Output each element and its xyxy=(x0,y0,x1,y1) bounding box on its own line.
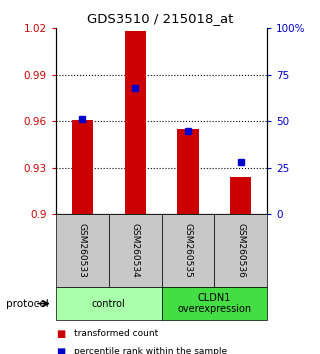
Text: GSM260534: GSM260534 xyxy=(131,223,140,278)
Text: GSM260533: GSM260533 xyxy=(78,223,87,278)
Text: ■: ■ xyxy=(56,347,65,354)
Bar xyxy=(230,177,252,214)
Bar xyxy=(125,32,146,214)
Text: GSM260535: GSM260535 xyxy=(183,223,193,278)
Text: ■: ■ xyxy=(56,329,65,339)
Text: control: control xyxy=(92,298,126,309)
Text: percentile rank within the sample: percentile rank within the sample xyxy=(74,347,227,354)
Text: CLDN1
overexpression: CLDN1 overexpression xyxy=(177,293,252,314)
Text: protocol: protocol xyxy=(6,298,49,309)
Text: GDS3510 / 215018_at: GDS3510 / 215018_at xyxy=(87,12,233,25)
Text: transformed count: transformed count xyxy=(74,329,158,338)
Bar xyxy=(178,129,199,214)
Bar xyxy=(72,120,93,214)
Text: GSM260536: GSM260536 xyxy=(236,223,245,278)
